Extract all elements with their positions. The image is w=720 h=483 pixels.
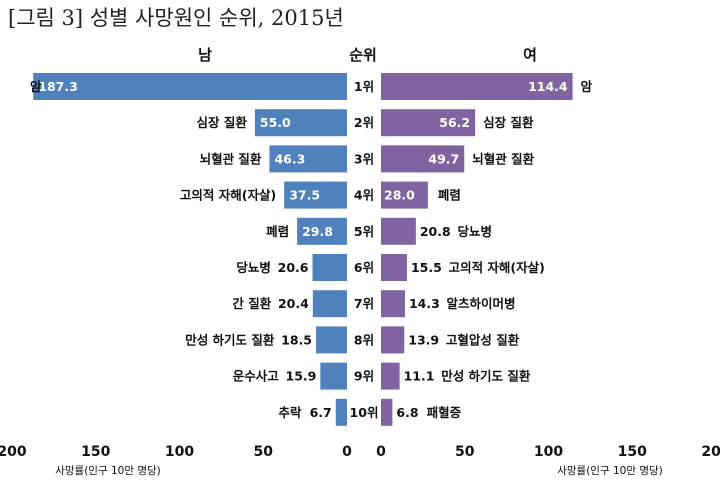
rank-label: 7위 <box>354 296 374 311</box>
male-cause-label: 암 <box>30 79 42 94</box>
female-bar <box>381 290 405 318</box>
rank-label: 10위 <box>350 405 379 420</box>
female-cause-label: 만성 하기도 질환 <box>441 369 531 384</box>
female-bar <box>381 254 407 281</box>
chart-title: [그림 3] 성별 사망원인 순위, 2015년 <box>8 6 344 30</box>
female-bar <box>381 145 465 173</box>
rank-label: 8위 <box>354 332 374 347</box>
male-bar <box>269 145 347 173</box>
male-cause-label: 심장 질환 <box>197 115 248 130</box>
male-cause-label: 만성 하기도 질환 <box>185 332 275 347</box>
male-value-label: 20.4 <box>278 296 309 311</box>
left-axis-tick-label: 150 <box>81 444 110 460</box>
male-bar <box>312 290 347 318</box>
male-value-label: 46.3 <box>274 151 305 166</box>
left-axis-tick-label: 0 <box>342 444 352 460</box>
female-cause-label: 알츠하이머병 <box>447 296 516 311</box>
rank-label: 4위 <box>354 188 374 203</box>
female-cause-label: 암 <box>581 79 593 94</box>
male-cause-label: 고의적 자해(자살) <box>180 188 276 203</box>
female-value-label: 11.1 <box>404 369 435 384</box>
female-value-label: 49.7 <box>428 151 459 166</box>
male-cause-label: 운수사고 <box>233 369 280 384</box>
female-series-label: 여 <box>523 46 537 64</box>
male-value-label: 29.8 <box>302 224 333 239</box>
right-axis-tick-label: 150 <box>618 444 647 460</box>
rank-label: 5위 <box>354 224 374 239</box>
female-bar <box>381 109 476 137</box>
female-value-label: 114.4 <box>528 79 568 94</box>
female-cause-label: 고혈압성 질환 <box>446 332 520 347</box>
right-axis-tick-label: 0 <box>376 444 386 460</box>
female-value-label: 56.2 <box>439 115 470 130</box>
female-value-label: 20.8 <box>420 224 451 239</box>
female-bar <box>381 326 405 354</box>
female-cause-label: 당뇨병 <box>457 224 492 239</box>
male-series-label: 남 <box>198 46 212 64</box>
right-axis-tick-label: 50 <box>455 444 475 460</box>
rank-label: 6위 <box>354 260 374 275</box>
male-bar <box>312 254 347 281</box>
left-axis-unit-label: 사망률(인구 10만 명당) <box>55 465 161 477</box>
female-cause-label: 패혈증 <box>427 405 462 420</box>
male-value-label: 55.0 <box>260 115 291 130</box>
female-bar <box>381 398 393 426</box>
female-cause-label: 고의적 자해(자살) <box>449 260 545 275</box>
female-bar <box>381 181 428 209</box>
male-cause-label: 당뇨병 <box>236 260 271 275</box>
male-cause-label: 간 질환 <box>232 296 271 311</box>
female-cause-label: 뇌혈관 질환 <box>472 151 534 166</box>
female-value-label: 15.5 <box>411 260 442 275</box>
male-value-label: 18.5 <box>281 332 312 347</box>
female-bar <box>381 362 400 390</box>
female-cause-label: 심장 질환 <box>483 115 534 130</box>
male-value-label: 20.6 <box>278 260 309 275</box>
female-value-label: 28.0 <box>384 188 415 203</box>
female-value-label: 13.9 <box>408 332 439 347</box>
rank-label: 3위 <box>354 151 374 166</box>
male-value-label: 15.9 <box>286 369 317 384</box>
male-value-label: 187.3 <box>38 79 78 94</box>
male-cause-label: 뇌혈관 질환 <box>200 151 262 166</box>
male-bar <box>254 109 347 137</box>
male-bar <box>33 73 348 100</box>
left-axis-tick-label: 50 <box>254 444 274 460</box>
male-value-label: 37.5 <box>289 188 320 203</box>
male-bar <box>284 181 347 209</box>
female-bar <box>381 217 416 245</box>
male-cause-label: 폐렴 <box>266 224 289 239</box>
male-bar <box>316 326 347 354</box>
male-bar <box>335 398 347 426</box>
male-bar <box>297 217 347 245</box>
female-value-label: 6.8 <box>396 405 418 420</box>
male-bar <box>320 362 347 390</box>
right-axis-unit-label: 사망률(인구 10만 명당) <box>557 465 663 477</box>
male-cause-label: 추락 <box>279 405 303 420</box>
female-cause-label: 폐렴 <box>438 188 461 203</box>
left-axis-tick-label: 200 <box>0 444 27 460</box>
right-axis-tick-label: 200 <box>701 444 720 460</box>
rank-label: 1위 <box>354 79 374 94</box>
female-bar <box>381 73 573 100</box>
male-value-label: 6.7 <box>310 405 332 420</box>
right-axis-tick-label: 100 <box>534 444 563 460</box>
female-value-label: 14.3 <box>409 296 440 311</box>
rank-label: 2위 <box>354 115 374 130</box>
rank-header: 순위 <box>349 46 377 64</box>
rank-label: 9위 <box>354 369 374 384</box>
left-axis-tick-label: 100 <box>165 444 194 460</box>
